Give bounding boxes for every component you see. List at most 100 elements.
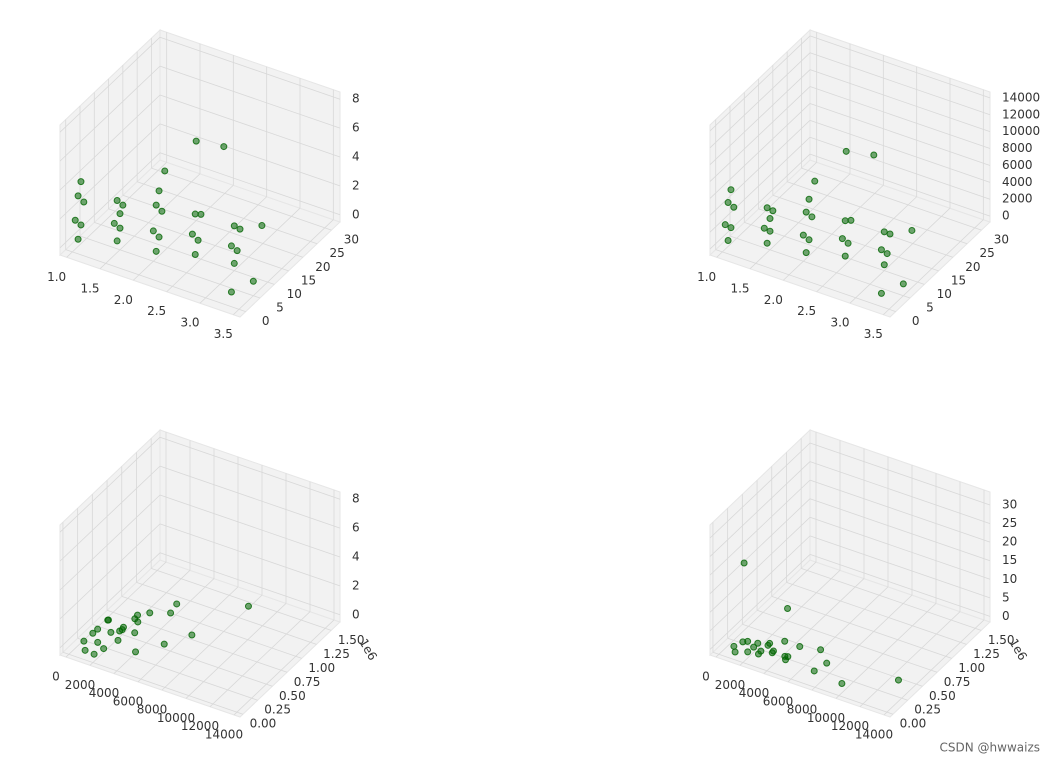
z-tick-label: 2000 [1002, 192, 1033, 206]
point [116, 224, 124, 232]
grid-line [883, 619, 985, 716]
point [244, 602, 252, 610]
point [744, 637, 752, 645]
z-tick-label: 4000 [1002, 175, 1033, 189]
grid-line [62, 651, 244, 715]
y-tick-label: 0.75 [944, 675, 971, 689]
grid-line [159, 436, 341, 500]
point [152, 201, 160, 209]
point [194, 236, 202, 244]
point [805, 195, 813, 203]
point [899, 280, 907, 288]
grid-line [79, 235, 261, 299]
grid-line [772, 194, 953, 258]
grid-line [809, 554, 991, 617]
y-tick-label: 0.50 [279, 689, 306, 703]
point [730, 642, 738, 650]
z-tick-label: 10000 [1002, 124, 1040, 138]
z-tick-label: 2 [352, 178, 360, 192]
x-tick-label: 8000 [137, 703, 168, 717]
point [155, 187, 163, 195]
grid-line [133, 184, 234, 281]
x-tick-label: 6000 [113, 694, 144, 708]
point [94, 625, 102, 633]
y-tick-label: 10 [287, 287, 302, 301]
z-tick-label: 2 [352, 578, 360, 592]
point [730, 203, 738, 211]
point [249, 277, 257, 285]
grid-line [709, 535, 811, 632]
grid-line [59, 36, 161, 133]
grid-line [151, 167, 332, 231]
y-offset-label: 1e6 [1006, 636, 1029, 663]
y-tick-label: 25 [330, 246, 345, 260]
grid-line [809, 516, 991, 580]
z-tick-label: 12000 [1002, 107, 1040, 121]
y-tick-label: 0.75 [294, 675, 321, 689]
point [77, 221, 85, 229]
x-tick-label: 10000 [807, 711, 845, 725]
grid-line [801, 167, 982, 231]
grid-line [59, 152, 161, 249]
point [784, 605, 792, 613]
x-tick-label: 2.5 [147, 304, 166, 318]
y-tick-label: 1.00 [308, 661, 335, 675]
x-tick-label: 14000 [855, 727, 893, 741]
grid-line [185, 603, 287, 699]
x-tick-label: 4000 [739, 686, 770, 700]
point [188, 230, 196, 238]
z-tick-label: 0 [1002, 209, 1010, 223]
grid-line [809, 442, 991, 506]
point [766, 215, 774, 223]
point [74, 192, 82, 200]
point [817, 646, 825, 654]
grid-line [199, 207, 301, 304]
grid-line [709, 442, 811, 539]
x-tick-label: 1.5 [730, 281, 749, 295]
grid-line [809, 69, 991, 133]
point [236, 225, 244, 233]
y-tick-label: 15 [951, 273, 966, 287]
grid-line [121, 595, 302, 659]
point [805, 236, 813, 244]
z-tick-label: 20 [1002, 535, 1017, 549]
x-tick-label: 3.0 [180, 316, 199, 330]
point [258, 222, 266, 230]
grid-line [709, 516, 811, 613]
point [763, 239, 771, 247]
point [155, 233, 163, 241]
point [107, 628, 115, 636]
x-tick-label: 2.0 [114, 293, 133, 307]
grid-line [744, 222, 925, 285]
point [74, 235, 82, 243]
x-tick-label: 1.0 [697, 270, 716, 284]
point [100, 645, 108, 653]
point [823, 659, 831, 667]
point [808, 213, 816, 221]
x-tick-label: 2.5 [797, 304, 816, 318]
point [880, 261, 888, 269]
point [233, 247, 241, 255]
point [844, 239, 852, 247]
point [782, 656, 790, 664]
y-tick-label: 0.25 [914, 703, 941, 717]
point [769, 647, 777, 655]
point [132, 648, 140, 656]
grid-line [709, 52, 811, 149]
point [760, 224, 768, 232]
y-tick-label: 0 [912, 314, 920, 328]
grid-line [59, 436, 161, 533]
grid-line [849, 207, 951, 304]
point [167, 609, 175, 617]
x-tick-label: 3.5 [214, 327, 233, 341]
z-tick-label: 15 [1002, 553, 1017, 567]
x-tick-label: 8000 [787, 703, 818, 717]
x-tick-label: 3.0 [830, 316, 849, 330]
point [89, 629, 97, 637]
y-tick-label: 1.50 [988, 633, 1015, 647]
point [71, 216, 79, 224]
grid-line [712, 651, 894, 715]
point [870, 151, 878, 159]
grid-line [92, 623, 273, 687]
